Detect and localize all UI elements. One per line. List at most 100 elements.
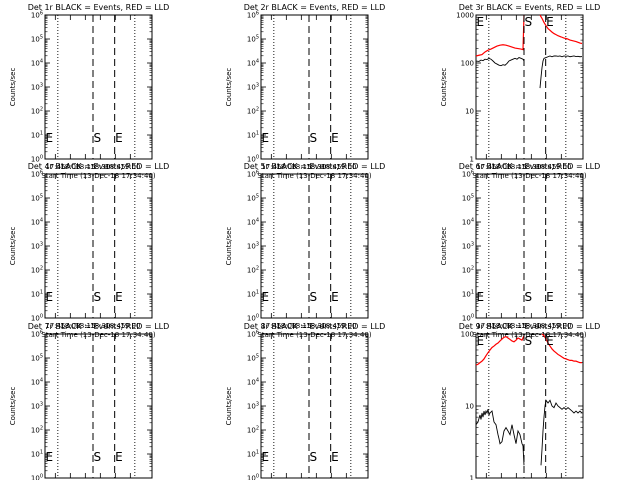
marker-label: S [310, 131, 318, 145]
x-tick-label: 18:30 [306, 322, 326, 330]
y-tick-label: 100 [31, 314, 43, 323]
panel-det-3: Det 3r BLACK = Events, RED = LLD Counts/s… [440, 3, 600, 180]
y-tick-label: 103 [31, 242, 43, 251]
y-axis-label: Counts/sec [225, 227, 233, 266]
y-tick-label: 101 [247, 131, 259, 140]
y-tick-label: 104 [247, 378, 259, 387]
panel-det-5: Det 5r BLACK = Events, RED = LLD Counts/s… [225, 162, 385, 339]
y-tick-label: 105 [247, 35, 259, 44]
y-tick-label: 106 [247, 330, 259, 339]
y-tick-label: 1000 [456, 12, 474, 20]
y-tick-label: 101 [247, 290, 259, 299]
marker-label: S [94, 450, 102, 464]
marker-label: E [331, 290, 339, 304]
panel-title: Det 8r BLACK = Events, RED = LLD [244, 322, 386, 331]
x-axis-label: Start Time (13-Dec-18 17:34:40) [257, 331, 371, 339]
x-tick-label: 19:00 [336, 322, 356, 330]
marker-label: E [115, 131, 123, 145]
series-line-events [475, 57, 525, 67]
marker-label: E [46, 450, 54, 464]
marker-label: E [477, 290, 485, 304]
x-tick-label: 18:15 [506, 322, 526, 330]
y-tick-label: 104 [247, 59, 259, 68]
marker-label: S [94, 131, 102, 145]
x-tick-label: 18:00 [60, 322, 80, 330]
plot-frame [475, 333, 584, 479]
y-tick-label: 103 [462, 242, 474, 251]
series-line-events [540, 399, 583, 466]
y-tick-label: 102 [31, 107, 43, 116]
y-tick-label: 100 [31, 155, 43, 164]
y-tick-label: 100 [461, 331, 474, 339]
panel-title: Det 6r BLACK = Events, RED = LLD [459, 162, 601, 171]
x-tick-label: 17:45 [476, 163, 496, 171]
x-tick-label: 18:15 [291, 163, 311, 171]
x-tick-label: 18:45 [536, 322, 556, 330]
panel-title: Det 4r BLACK = Events, RED = LLD [28, 162, 170, 171]
x-tick-label: 17:45 [45, 163, 65, 171]
x-tick-label: 18:00 [276, 322, 296, 330]
y-tick-label: 106 [31, 11, 43, 20]
marker-label: E [115, 290, 123, 304]
x-tick-label: 18:00 [491, 163, 511, 171]
y-axis-label: Counts/sec [9, 387, 17, 426]
x-axis-label: Start Time (13-Dec-18 17:34:40) [472, 172, 586, 180]
marker-label: E [477, 334, 485, 348]
x-tick-label: 18:30 [90, 163, 110, 171]
y-tick-label: 100 [247, 155, 259, 164]
y-tick-label: 102 [247, 426, 259, 435]
y-axis-label: Counts/sec [440, 387, 448, 426]
panel-det-9: Det 9r BLACK = Events, RED = LLD Counts/s… [440, 322, 600, 480]
marker-label: E [546, 334, 554, 348]
marker-label: S [94, 290, 102, 304]
series-line-lld [475, 14, 525, 57]
y-tick-label: 100 [461, 60, 474, 68]
marker-label: E [546, 290, 554, 304]
y-tick-label: 101 [247, 450, 259, 459]
y-tick-label: 105 [462, 194, 474, 203]
x-axis-label: Start Time (13-Dec-18 17:34:40) [257, 172, 371, 180]
y-tick-label: 102 [31, 266, 43, 275]
y-tick-label: 1 [470, 475, 474, 480]
y-tick-label: 106 [31, 330, 43, 339]
x-tick-label: 18:00 [491, 322, 511, 330]
x-tick-label: 17:45 [261, 322, 281, 330]
x-tick-label: 19:00 [551, 322, 571, 330]
y-axis-label: Counts/sec [9, 68, 17, 107]
series-line-lld [539, 14, 583, 45]
y-tick-label: 10 [465, 403, 474, 411]
y-axis-label: Counts/sec [225, 68, 233, 107]
marker-label: E [477, 15, 485, 29]
marker-label: S [525, 15, 533, 29]
x-tick-label: 18:30 [306, 163, 326, 171]
x-axis-label: Start Time (13-Dec-18 17:34:40) [41, 331, 155, 339]
y-tick-label: 100 [31, 474, 43, 480]
y-tick-label: 101 [462, 290, 474, 299]
x-tick-label: 18:00 [60, 163, 80, 171]
marker-label: S [310, 450, 318, 464]
panel-det-4: Det 4r BLACK = Events, RED = LLD Counts/s… [9, 162, 169, 339]
x-tick-label: 18:15 [75, 163, 95, 171]
x-tick-label: 19:00 [120, 163, 140, 171]
x-tick-label: 18:15 [75, 322, 95, 330]
y-tick-label: 103 [247, 83, 259, 92]
y-tick-label: 101 [31, 450, 43, 459]
series-line-lld [541, 333, 582, 364]
y-tick-label: 106 [247, 170, 259, 179]
y-tick-label: 105 [247, 354, 259, 363]
y-tick-label: 102 [247, 107, 259, 116]
marker-label: S [310, 290, 318, 304]
y-tick-label: 102 [247, 266, 259, 275]
y-tick-label: 103 [247, 402, 259, 411]
series-line-lld [475, 335, 525, 366]
marker-label: E [115, 450, 123, 464]
panel-title: Det 1r BLACK = Events, RED = LLD [28, 3, 170, 12]
y-tick-label: 103 [31, 402, 43, 411]
marker-label: E [331, 131, 339, 145]
x-tick-label: 17:45 [45, 322, 65, 330]
y-tick-label: 105 [31, 194, 43, 203]
x-tick-label: 18:00 [276, 163, 296, 171]
x-tick-label: 18:45 [536, 163, 556, 171]
y-axis-label: Counts/sec [440, 227, 448, 266]
